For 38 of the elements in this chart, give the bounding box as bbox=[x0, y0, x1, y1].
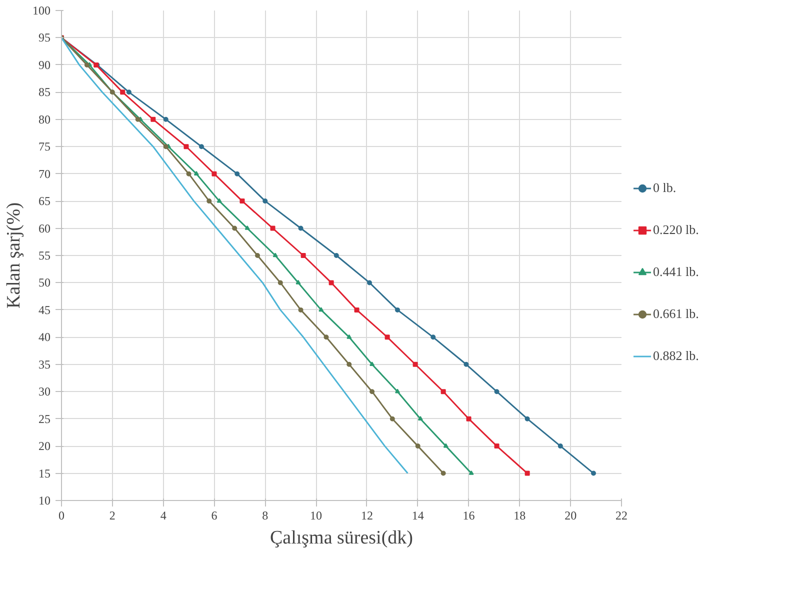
legend-label: 0.441 lb. bbox=[653, 264, 699, 280]
x-tick-label: 22 bbox=[616, 508, 628, 522]
y-tick-label: 95 bbox=[38, 30, 50, 45]
y-tick-label: 65 bbox=[38, 194, 50, 208]
x-tick-label: 18 bbox=[514, 508, 526, 522]
y-tick-label: 40 bbox=[38, 330, 50, 344]
y-tick-label: 20 bbox=[38, 439, 50, 454]
x-tick-label: 14 bbox=[412, 508, 424, 522]
x-tick-label: 12 bbox=[360, 508, 373, 522]
y-tick-label: 70 bbox=[38, 166, 50, 181]
y-axis-title: Kalan şarj(%) bbox=[4, 202, 24, 309]
x-tick-label: 16 bbox=[462, 508, 475, 522]
x-tick-label: 10 bbox=[310, 508, 322, 522]
y-tick-label: 30 bbox=[38, 384, 50, 399]
x-tick-label: 20 bbox=[564, 508, 577, 522]
y-tick-label: 55 bbox=[38, 248, 50, 262]
legend-label: 0.882 lb. bbox=[653, 348, 699, 364]
y-tick-label: 35 bbox=[38, 357, 50, 372]
x-axis-title: Çalışma süresi(dk) bbox=[270, 528, 414, 548]
x-tick-label: 2 bbox=[109, 508, 116, 522]
y-tick-label: 15 bbox=[38, 466, 50, 480]
y-tick-label: 80 bbox=[38, 112, 50, 126]
y-tick-label: 75 bbox=[38, 140, 50, 154]
legend-label: 0.220 lb. bbox=[653, 222, 699, 238]
legend-label: 0.661 lb. bbox=[653, 306, 699, 322]
y-tick-label: 45 bbox=[38, 302, 50, 317]
y-tick-label: 100 bbox=[32, 4, 50, 18]
x-tick-label: 8 bbox=[262, 508, 268, 522]
y-tick-label: 50 bbox=[38, 276, 50, 290]
y-tick-label: 60 bbox=[38, 221, 50, 236]
y-tick-label: 25 bbox=[38, 412, 50, 426]
x-tick-label: 0 bbox=[58, 508, 64, 522]
x-tick-label: 6 bbox=[211, 508, 218, 522]
y-tick-label: 10 bbox=[38, 494, 50, 508]
legend-label: 0 lb. bbox=[653, 180, 676, 196]
x-tick-label: 4 bbox=[160, 508, 166, 522]
y-tick-label: 90 bbox=[38, 58, 50, 72]
y-tick-label: 85 bbox=[38, 85, 50, 100]
